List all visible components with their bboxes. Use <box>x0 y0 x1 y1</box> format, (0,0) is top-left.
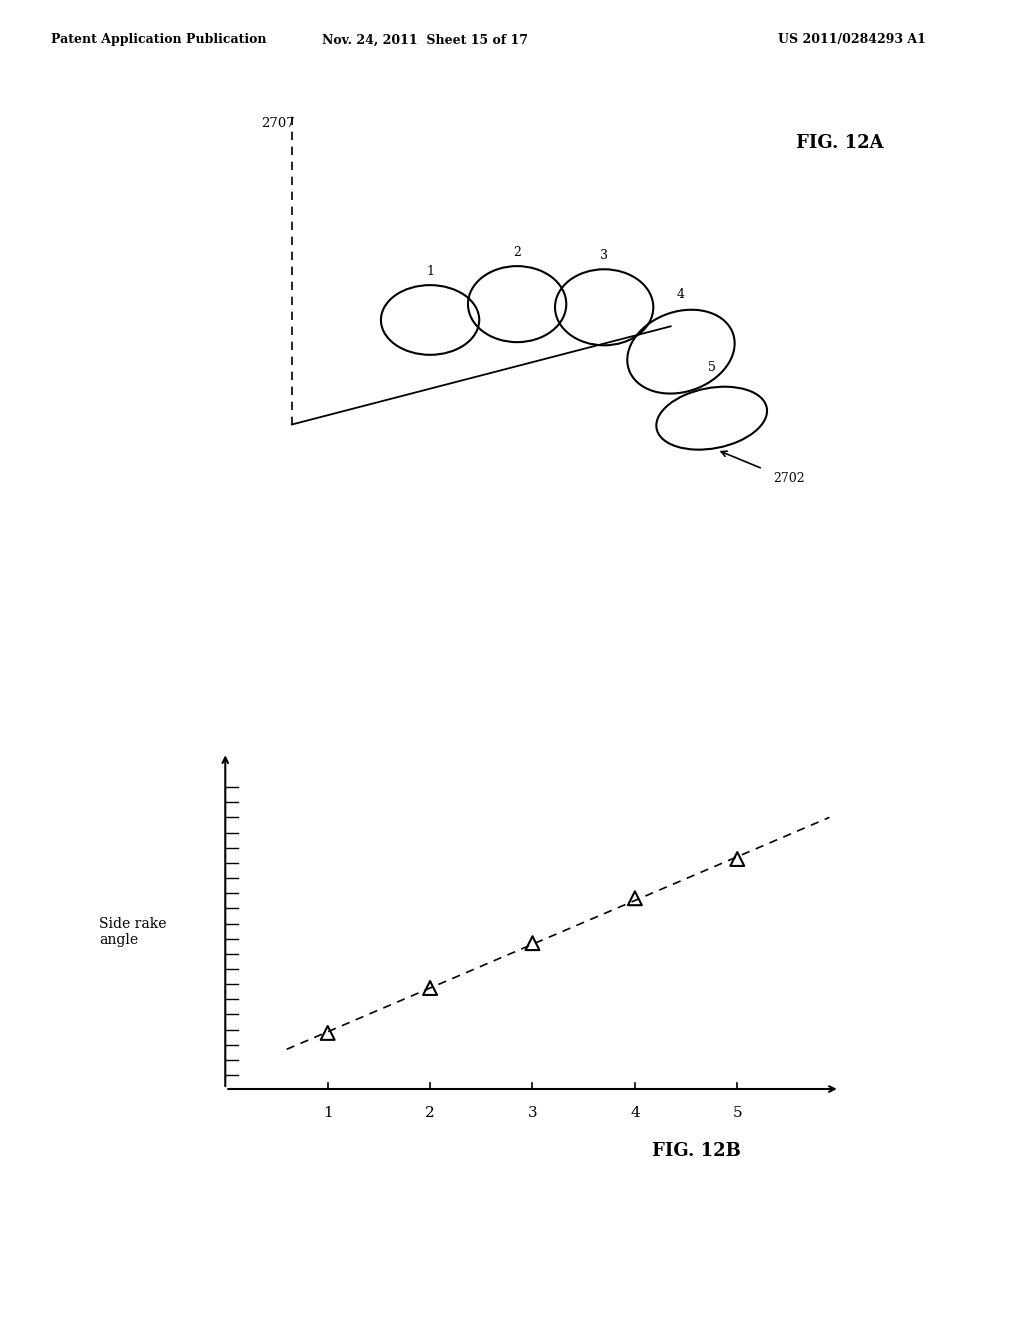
Point <box>729 849 745 870</box>
Text: US 2011/0284293 A1: US 2011/0284293 A1 <box>778 33 926 46</box>
Point <box>627 887 643 908</box>
Point <box>319 1022 336 1043</box>
Text: Nov. 24, 2011  Sheet 15 of 17: Nov. 24, 2011 Sheet 15 of 17 <box>322 33 528 46</box>
Text: Side rake
angle: Side rake angle <box>99 917 167 946</box>
Text: 3: 3 <box>527 1106 538 1119</box>
Text: 5: 5 <box>708 360 716 374</box>
Text: 2: 2 <box>425 1106 435 1119</box>
Text: 2707: 2707 <box>261 117 295 131</box>
Text: 4: 4 <box>630 1106 640 1119</box>
Point <box>422 977 438 999</box>
Text: Patent Application Publication: Patent Application Publication <box>51 33 266 46</box>
Text: FIG. 12B: FIG. 12B <box>652 1142 740 1160</box>
Text: FIG. 12A: FIG. 12A <box>796 133 884 152</box>
Text: 1: 1 <box>323 1106 333 1119</box>
Text: 5: 5 <box>732 1106 742 1119</box>
Text: 4: 4 <box>677 288 685 301</box>
Point <box>524 932 541 953</box>
Text: 3: 3 <box>600 248 608 261</box>
Text: 2702: 2702 <box>773 473 805 484</box>
Text: 2: 2 <box>513 246 521 259</box>
Text: 1: 1 <box>426 264 434 277</box>
